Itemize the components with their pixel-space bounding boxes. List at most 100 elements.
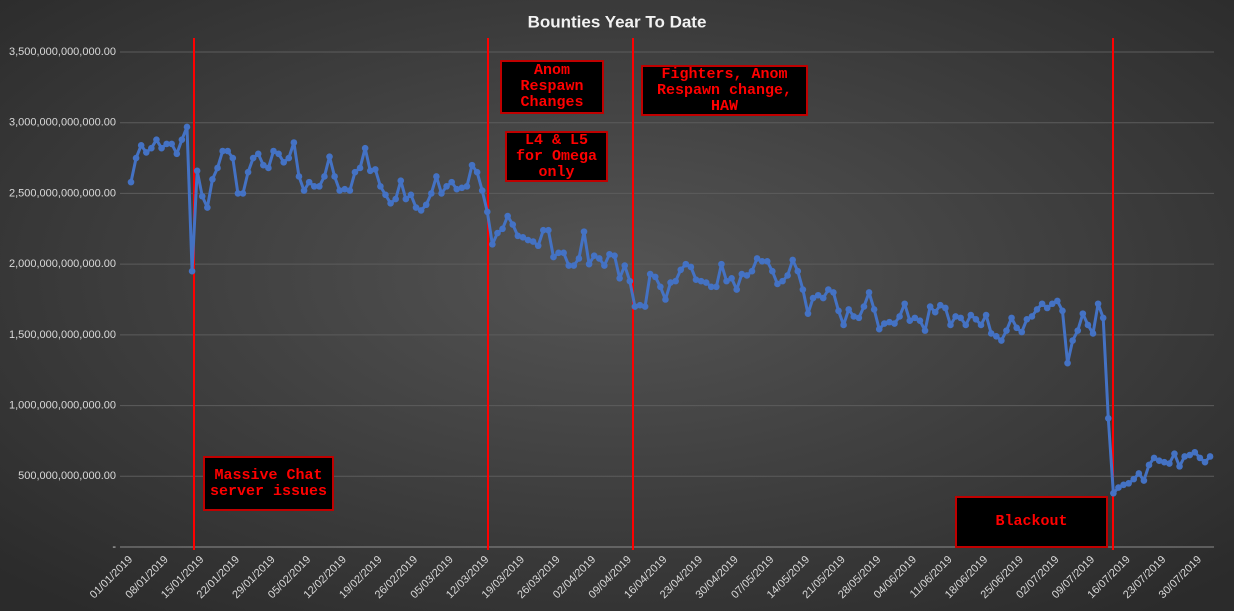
data-point (321, 173, 328, 180)
data-point (947, 321, 954, 329)
data-point (697, 277, 705, 285)
data-point (448, 178, 455, 186)
data-point (555, 249, 562, 257)
y-tick-label: 1,500,000,000,000.00 (9, 329, 116, 341)
data-point (825, 286, 832, 293)
data-point (254, 150, 262, 158)
data-point (814, 291, 822, 299)
data-point (789, 256, 796, 264)
data-point (952, 313, 959, 320)
data-point (606, 250, 613, 258)
data-point (728, 274, 735, 282)
y-tick-label: 2,500,000,000,000.00 (9, 187, 116, 199)
data-point (707, 283, 715, 291)
data-point (1048, 300, 1056, 308)
data-point (1008, 314, 1015, 322)
data-point (657, 283, 664, 291)
data-point (987, 330, 995, 337)
data-point (1181, 453, 1188, 460)
data-point (641, 303, 649, 310)
data-point (845, 306, 852, 313)
data-point (616, 274, 623, 282)
data-point (550, 253, 557, 261)
data-point (280, 159, 288, 166)
data-point (1018, 328, 1026, 336)
data-point (763, 258, 771, 265)
data-point (672, 277, 679, 285)
data-point (1043, 304, 1051, 312)
data-point (209, 175, 216, 183)
data-point (809, 294, 817, 302)
annotation: Fighters, Anom Respawn change, HAW (641, 65, 808, 116)
data-point (305, 178, 313, 186)
data-point (1176, 463, 1183, 470)
y-tick-label: 500,000,000,000.00 (18, 470, 116, 482)
data-point (860, 303, 868, 310)
data-point (1054, 297, 1061, 305)
data-point (916, 317, 924, 325)
data-point (626, 277, 634, 285)
data-point (458, 184, 466, 192)
data-point (631, 303, 639, 310)
data-point (545, 226, 552, 234)
data-point (662, 296, 669, 303)
data-point (611, 252, 618, 259)
data-point (468, 161, 476, 169)
data-point (153, 136, 160, 143)
chart-title: Bounties Year To Date (528, 12, 707, 31)
data-point (336, 187, 343, 194)
data-point (1023, 316, 1031, 323)
data-point (249, 154, 257, 162)
data-point (489, 241, 496, 248)
data-point (769, 267, 776, 275)
data-point (595, 255, 603, 262)
data-point (723, 277, 730, 285)
data-point (204, 204, 211, 211)
data-point (993, 332, 1000, 340)
data-point (804, 310, 812, 317)
data-point (850, 313, 858, 320)
data-point (718, 260, 725, 268)
data-point (1059, 307, 1066, 315)
data-point (412, 204, 420, 211)
data-point (224, 147, 232, 155)
data-point (1196, 454, 1204, 462)
data-point (219, 147, 226, 155)
data-point (346, 187, 354, 194)
data-point (972, 316, 980, 323)
data-point (137, 142, 145, 149)
data-point (142, 149, 150, 156)
data-point (590, 252, 598, 259)
data-point (1171, 450, 1178, 457)
data-point (382, 191, 389, 199)
data-point (260, 161, 267, 169)
data-point (270, 147, 277, 155)
data-point (998, 337, 1005, 344)
data-point (1099, 314, 1107, 322)
data-point (377, 183, 384, 190)
data-point (234, 190, 242, 197)
data-point (529, 238, 537, 245)
data-point (341, 185, 349, 193)
data-point (331, 173, 338, 180)
data-point (779, 277, 786, 285)
data-point (733, 286, 741, 293)
data-point (1089, 330, 1097, 337)
data-point (433, 173, 440, 180)
data-point (667, 279, 674, 286)
data-point (1166, 460, 1173, 467)
y-tick-label: 3,000,000,000,000.00 (9, 117, 116, 129)
data-point (509, 221, 517, 228)
data-point (499, 225, 506, 233)
data-point (300, 187, 308, 194)
data-point (713, 283, 720, 291)
data-point (504, 212, 511, 220)
data-point (484, 208, 491, 216)
data-point (428, 190, 435, 197)
data-point (957, 314, 964, 322)
data-point (1110, 489, 1117, 497)
data-point (906, 317, 914, 325)
data-point (621, 262, 629, 269)
data-point (1140, 477, 1148, 484)
